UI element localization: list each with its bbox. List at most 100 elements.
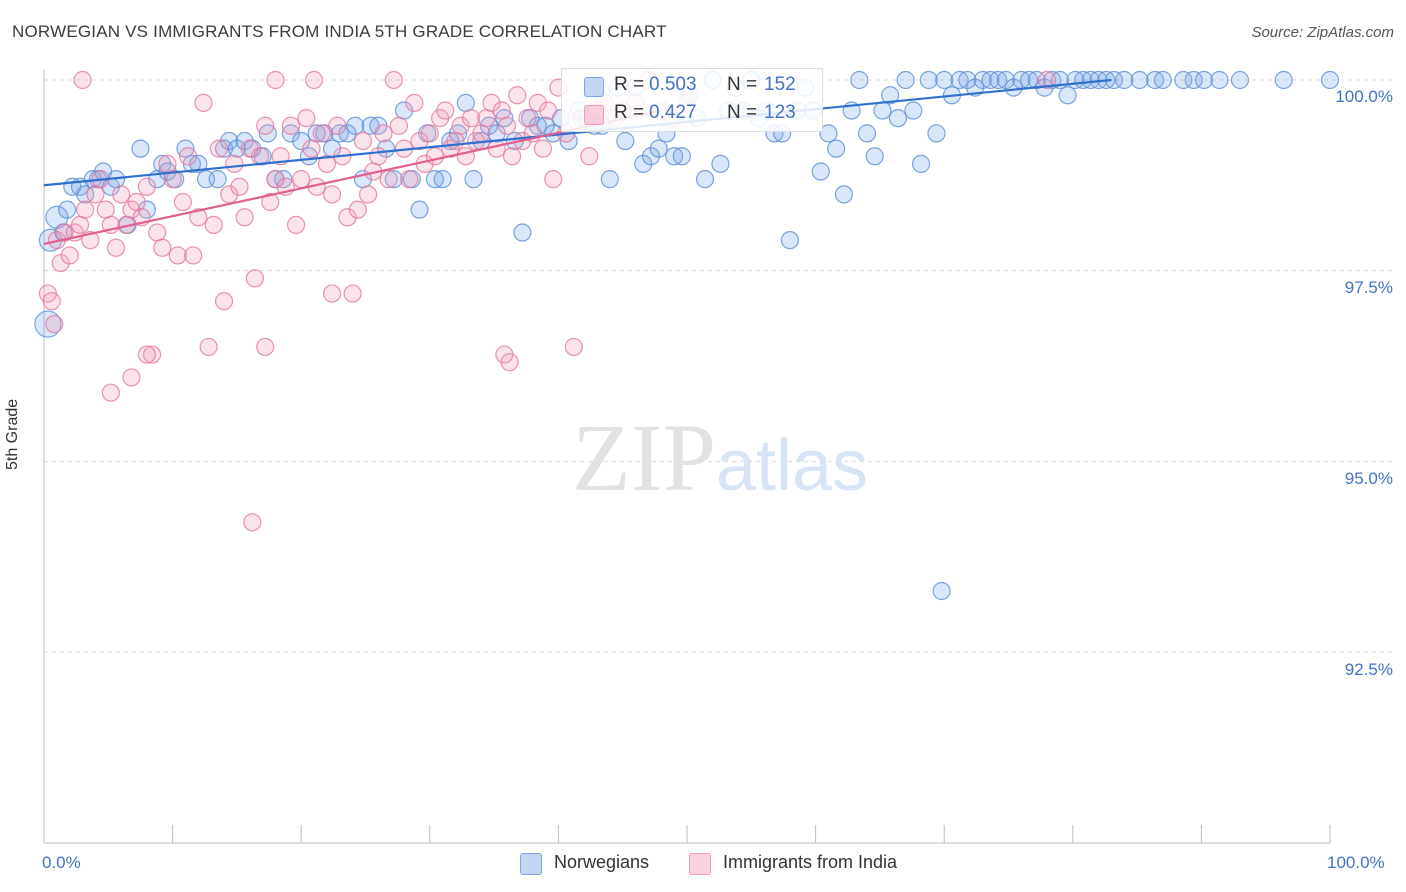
point-immigrants-from-india — [461, 109, 481, 128]
y-tick-label: 92.5% — [1344, 660, 1393, 679]
point-norwegians — [456, 93, 475, 112]
point-norwegians — [932, 581, 951, 601]
point-norwegians — [711, 154, 730, 173]
point-immigrants-from-india — [230, 177, 249, 196]
point-immigrants-from-india — [189, 208, 208, 227]
point-norwegians — [935, 70, 954, 90]
point-norwegians — [1027, 70, 1046, 90]
y-tick-label: 100.0% — [1335, 87, 1393, 106]
point-immigrants-from-india — [317, 154, 337, 173]
point-immigrants-from-india — [539, 101, 558, 120]
point-norwegians — [433, 170, 452, 189]
point-immigrants-from-india — [225, 154, 244, 173]
point-norwegians — [208, 170, 227, 189]
point-immigrants-from-india — [405, 93, 424, 112]
point-immigrants-from-india — [245, 269, 265, 288]
point-immigrants-from-india — [369, 147, 388, 166]
point-norwegians — [819, 124, 838, 143]
point-norwegians — [1081, 70, 1100, 90]
n-label: N = — [727, 74, 758, 95]
point-immigrants-from-india — [482, 93, 501, 112]
chart-title: NORWEGIAN VS IMMIGRANTS FROM INDIA 5TH G… — [12, 22, 667, 41]
point-immigrants-from-india — [148, 223, 167, 242]
point-norwegians — [1320, 70, 1340, 90]
n-value: 152 — [764, 74, 796, 95]
point-immigrants-from-india — [101, 383, 120, 402]
point-immigrants-from-india — [153, 238, 172, 257]
point-immigrants-from-india — [235, 208, 254, 227]
point-norwegians — [873, 101, 892, 120]
point-norwegians — [641, 147, 661, 166]
point-immigrants-from-india — [292, 170, 311, 189]
point-immigrants-from-india — [137, 345, 156, 364]
point-immigrants-from-india — [214, 292, 234, 311]
point-norwegians — [1153, 70, 1172, 90]
point-immigrants-from-india — [544, 170, 563, 189]
point-immigrants-from-india — [580, 147, 599, 166]
point-norwegians — [919, 70, 938, 90]
point-immigrants-from-india — [1037, 70, 1057, 90]
point-norwegians — [189, 154, 208, 173]
point-immigrants-from-india — [304, 70, 324, 90]
x-tick-label-max: 100.0% — [1327, 853, 1385, 872]
point-norwegians — [76, 185, 95, 204]
point-norwegians — [834, 185, 853, 204]
point-norwegians — [1194, 70, 1214, 90]
point-immigrants-from-india — [508, 86, 527, 105]
point-norwegians — [338, 124, 357, 143]
point-immigrants-from-india — [497, 116, 517, 135]
point-immigrants-from-india — [96, 200, 115, 219]
point-immigrants-from-india — [137, 177, 156, 196]
point-norwegians — [410, 200, 429, 219]
point-immigrants-from-india — [250, 147, 270, 166]
point-norwegians — [780, 231, 799, 250]
point-immigrants-from-india — [266, 70, 285, 90]
trend-line-norwegians — [43, 78, 1112, 187]
point-norwegians — [973, 70, 992, 90]
point-immigrants-from-india — [112, 185, 131, 204]
point-norwegians — [292, 131, 311, 151]
point-immigrants-from-india — [86, 185, 105, 204]
point-immigrants-from-india — [42, 292, 61, 311]
point-immigrants-from-india — [55, 223, 74, 242]
point-immigrants-from-india — [446, 131, 465, 151]
point-norwegians — [981, 70, 1000, 90]
r-value: 0.427 — [649, 102, 697, 123]
point-immigrants-from-india — [70, 215, 90, 235]
point-norwegians — [989, 70, 1008, 90]
point-immigrants-from-india — [194, 93, 213, 112]
point-immigrants-from-india — [158, 154, 177, 173]
watermark: ZIPatlas — [572, 404, 868, 511]
point-norwegians — [881, 86, 900, 105]
point-immigrants-from-india — [477, 109, 496, 128]
point-immigrants-from-india — [142, 345, 162, 364]
point-immigrants-from-india — [209, 139, 228, 158]
point-immigrants-from-india — [472, 124, 491, 143]
r-label: R = — [614, 74, 645, 95]
point-immigrants-from-india — [243, 513, 262, 532]
point-norwegians — [1210, 70, 1229, 90]
point-immigrants-from-india — [328, 116, 347, 135]
point-immigrants-from-india — [256, 116, 275, 135]
point-norwegians — [865, 147, 884, 166]
point-norwegians — [649, 139, 668, 158]
point-norwegians — [131, 139, 150, 158]
point-norwegians — [888, 109, 908, 128]
legend-swatch — [584, 77, 604, 97]
point-immigrants-from-india — [302, 139, 321, 158]
point-immigrants-from-india — [384, 70, 403, 90]
point-immigrants-from-india — [374, 124, 393, 143]
n-label: N = — [727, 102, 758, 123]
point-immigrants-from-india — [204, 215, 223, 235]
point-immigrants-from-india — [322, 185, 342, 204]
point-immigrants-from-india — [528, 93, 547, 112]
point-immigrants-from-india — [343, 284, 362, 303]
stats-legend: R = 0.503 N = 152 R = 0.427 N = 123 — [561, 68, 823, 132]
point-immigrants-from-india — [106, 238, 126, 257]
point-immigrants-from-india — [322, 284, 342, 303]
point-immigrants-from-india — [73, 70, 92, 90]
point-norwegians — [850, 70, 869, 90]
point-norwegians — [695, 170, 715, 189]
point-immigrants-from-india — [45, 314, 64, 334]
